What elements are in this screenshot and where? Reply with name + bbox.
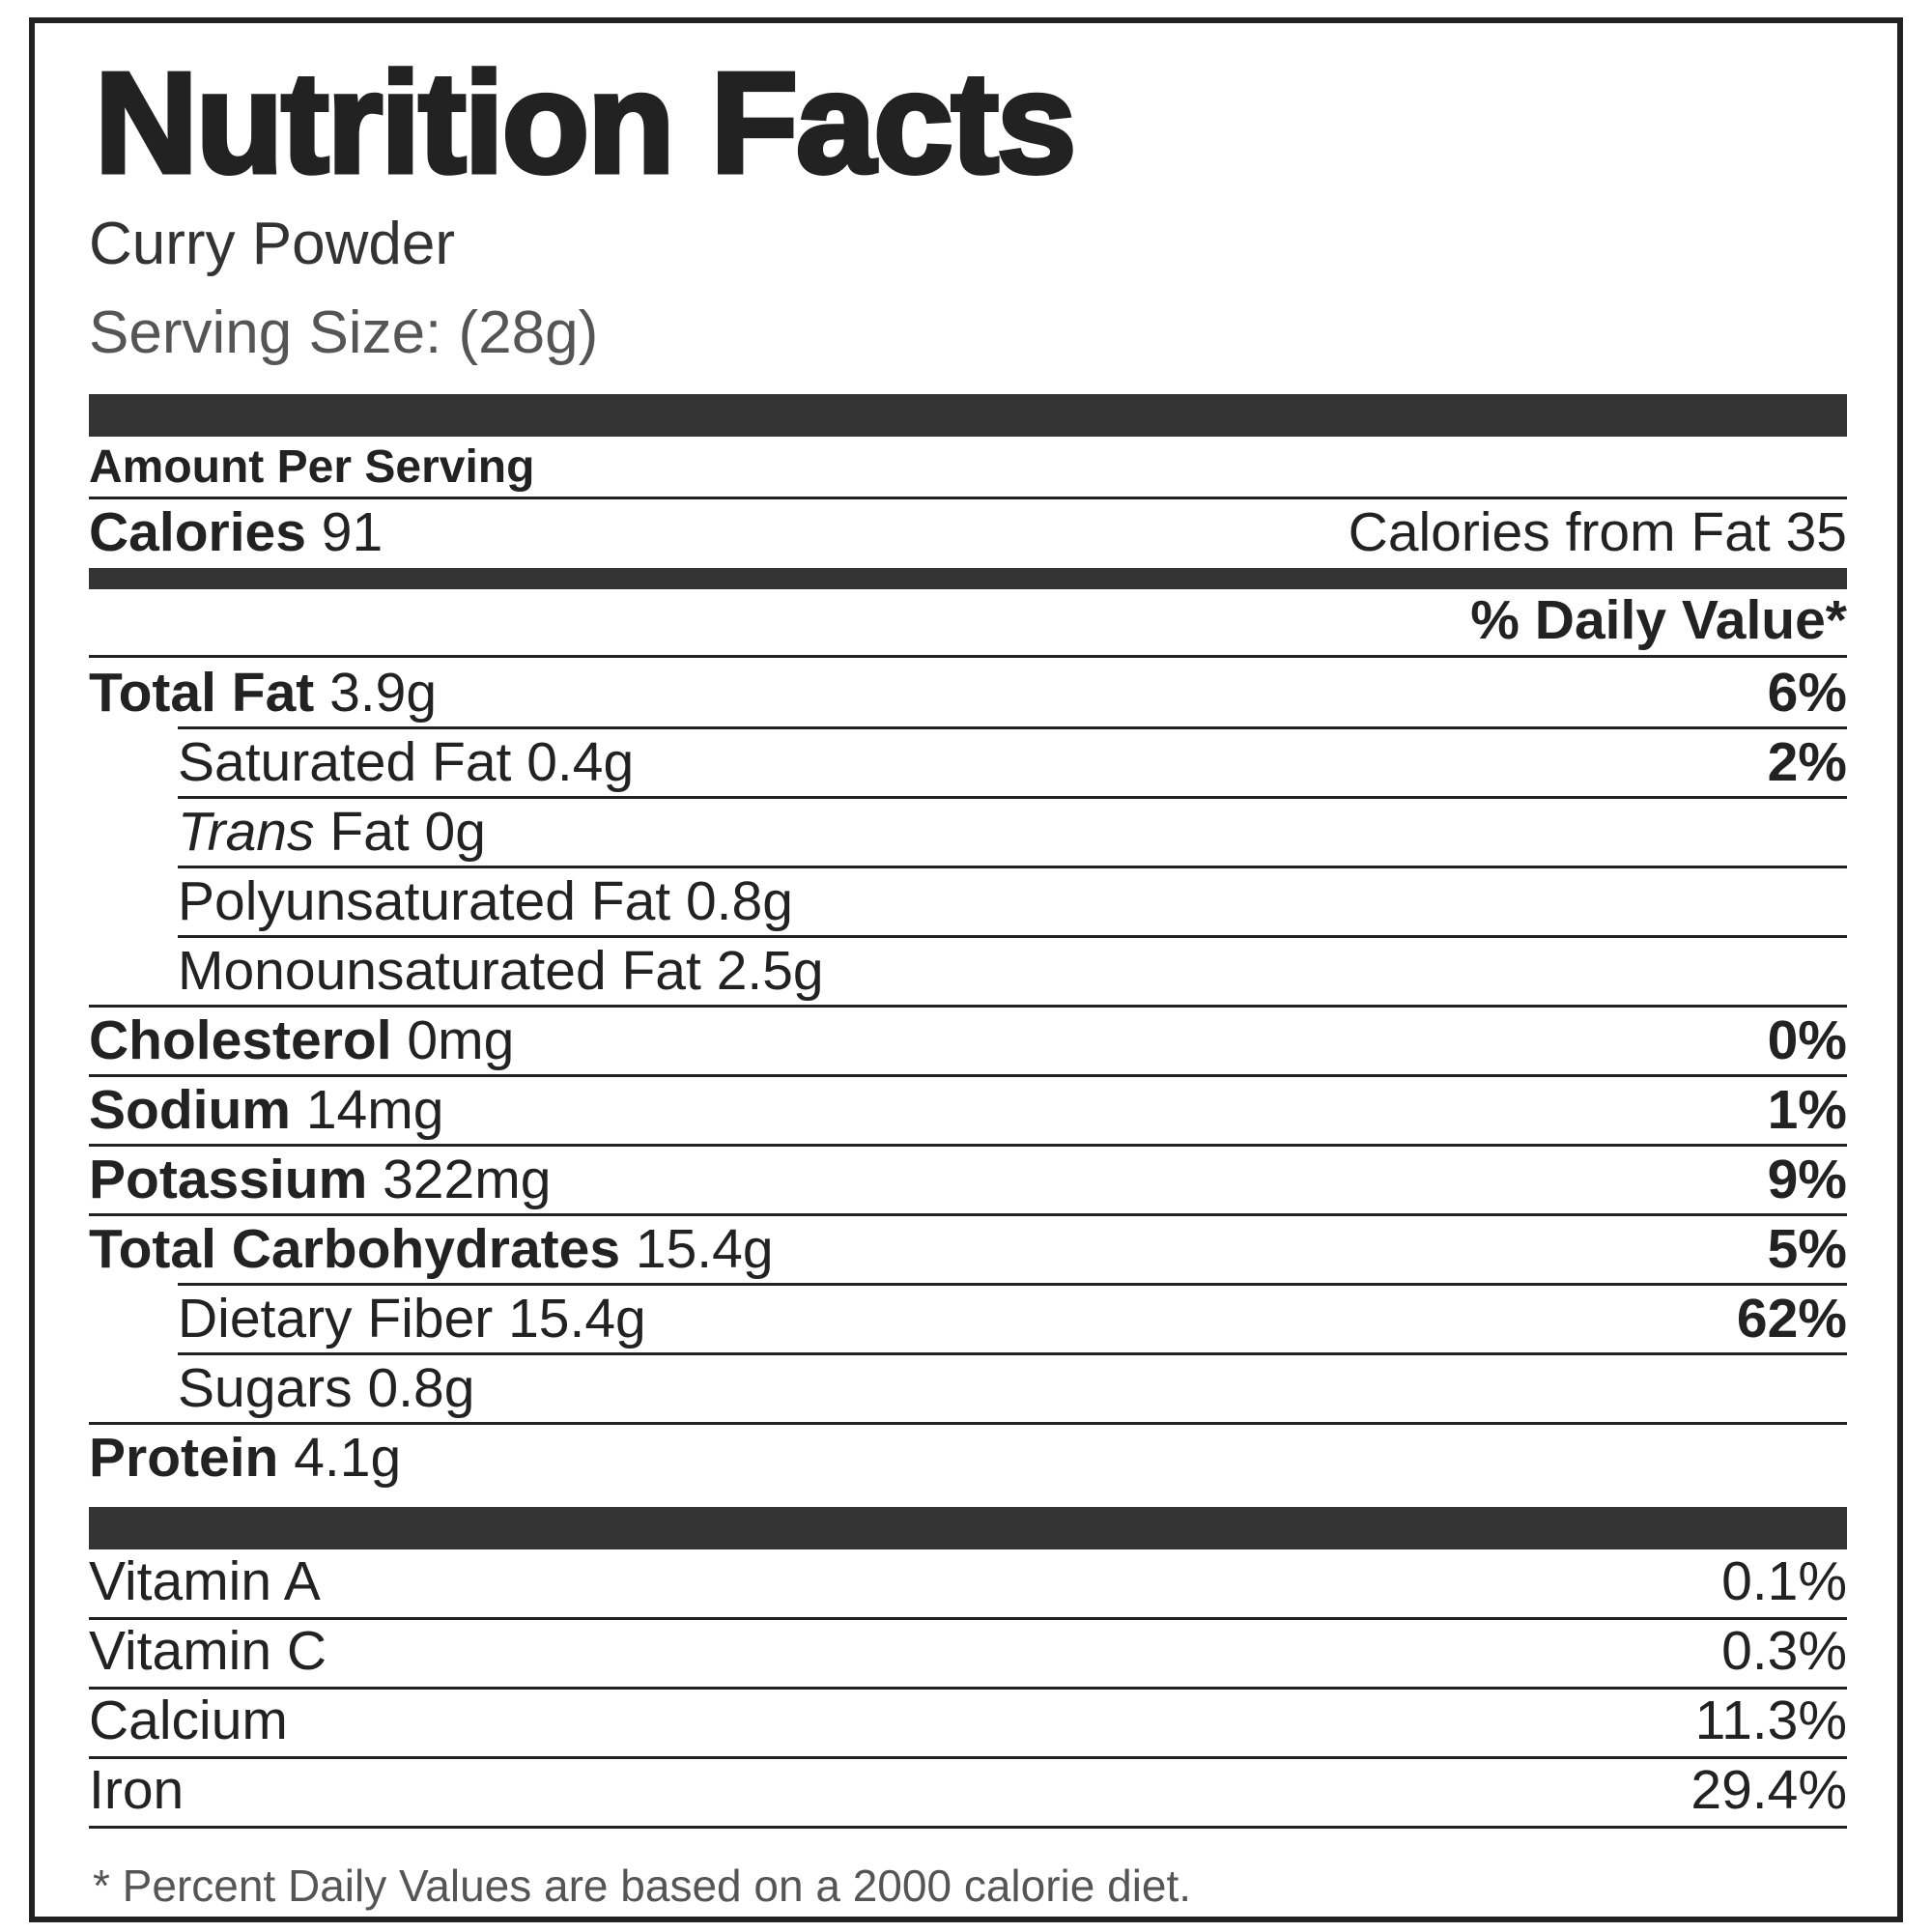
nutrient-name: Total Carbohydrates	[89, 1217, 621, 1280]
nutrient-row-sugars: Sugars 0.8g	[89, 1360, 1847, 1416]
divider	[89, 1687, 1847, 1690]
nutrient-daily-value: 62%	[1736, 1287, 1847, 1350]
vitamin-name: Vitamin C	[89, 1619, 327, 1682]
daily-value-header: % Daily Value*	[1470, 589, 1847, 651]
vitamin-name: Vitamin A	[89, 1549, 321, 1612]
nutrient-row-potassium: Potassium 322mg 9%	[89, 1151, 1847, 1208]
nutrient-name: Dietary Fiber	[178, 1287, 494, 1350]
vitamin-daily-value: 29.4%	[1690, 1758, 1847, 1821]
nutrient-row-total-fat: Total Fat 3.9g 6%	[89, 665, 1847, 721]
calories-label: Calories	[89, 500, 306, 563]
nutrient-amount: 2.5g	[716, 939, 824, 1002]
nutrient-amount: 15.4g	[508, 1287, 646, 1350]
nutrient-amount: 322mg	[383, 1148, 552, 1210]
nutrient-name: Potassium	[89, 1148, 368, 1210]
nutrient-row-monounsaturated-fat: Monounsaturated Fat 2.5g	[89, 943, 1847, 999]
nutrient-row-dietary-fiber: Dietary Fiber 15.4g 62%	[89, 1291, 1847, 1347]
vitamin-name: Iron	[89, 1758, 185, 1821]
vitamin-row-vitamin-a: Vitamin A 0.1%	[89, 1553, 1847, 1609]
calories-row: Calories 91 Calories from Fat 35	[89, 504, 1847, 560]
calories-value: 91	[321, 500, 384, 563]
nutrient-daily-value: 6%	[1767, 661, 1847, 724]
vitamin-row-vitamin-c: Vitamin C 0.3%	[89, 1623, 1847, 1679]
divider	[89, 1617, 1847, 1620]
nutrient-amount: 14mg	[305, 1078, 444, 1141]
nutrient-name: Saturated Fat	[178, 730, 512, 793]
divider	[89, 1756, 1847, 1759]
nutrient-row-protein: Protein 4.1g	[89, 1430, 1847, 1486]
nutrient-name: Sodium	[89, 1078, 291, 1141]
vitamin-daily-value: 0.1%	[1721, 1549, 1847, 1612]
divider	[89, 497, 1847, 499]
label-title: Nutrition Facts	[92, 43, 1078, 203]
nutrient-row-trans-fat: Trans Fat 0g	[89, 804, 1847, 860]
divider	[89, 1422, 1847, 1425]
nutrient-daily-value: 2%	[1767, 730, 1847, 793]
nutrition-label: Nutrition Facts Curry Powder Serving Siz…	[29, 17, 1903, 1922]
thick-divider-bottom	[89, 1507, 1847, 1549]
amount-per-serving-header: Amount Per Serving	[89, 441, 535, 493]
nutrient-name: Protein	[89, 1426, 279, 1489]
divider	[89, 655, 1847, 658]
nutrient-row-cholesterol: Cholesterol 0mg 0%	[89, 1012, 1847, 1068]
vitamin-row-calcium: Calcium 11.3%	[89, 1692, 1847, 1748]
calories-label-group: Calories 91	[89, 504, 383, 560]
nutrient-amount: 3.9g	[329, 661, 438, 724]
nutrient-daily-value: 5%	[1767, 1217, 1847, 1280]
nutrient-name: Polyunsaturated Fat	[178, 869, 671, 932]
vitamin-row-iron: Iron 29.4%	[89, 1762, 1847, 1818]
medium-divider	[89, 568, 1847, 589]
nutrient-amount: 0g	[424, 800, 486, 863]
divider	[89, 1074, 1847, 1077]
nutrient-amount: 4.1g	[294, 1426, 402, 1489]
nutrient-name: Monounsaturated Fat	[178, 939, 701, 1002]
nutrient-amount: 0.8g	[685, 869, 793, 932]
nutrient-amount: 0.4g	[526, 730, 635, 793]
footnote: * Percent Daily Values are based on a 20…	[93, 1861, 1192, 1911]
divider	[89, 1213, 1847, 1216]
nutrient-amount: 15.4g	[635, 1217, 774, 1280]
vitamin-daily-value: 0.3%	[1721, 1619, 1847, 1682]
nutrient-daily-value: 1%	[1767, 1078, 1847, 1141]
divider	[178, 935, 1847, 938]
divider	[89, 1005, 1847, 1008]
nutrient-name: Total Fat	[89, 661, 315, 724]
nutrient-name: Sugars	[178, 1356, 353, 1419]
nutrient-name-italic: Trans	[178, 800, 315, 863]
nutrient-row-polyunsaturated-fat: Polyunsaturated Fat 0.8g	[89, 873, 1847, 929]
nutrient-amount: 0.8g	[367, 1356, 475, 1419]
divider	[89, 1144, 1847, 1147]
divider	[178, 796, 1847, 799]
nutrient-name: Fat	[329, 800, 410, 863]
serving-size: Serving Size: (28g)	[89, 299, 599, 366]
thick-divider-top	[89, 394, 1847, 437]
divider	[178, 1352, 1847, 1355]
vitamin-name: Calcium	[89, 1689, 288, 1751]
nutrient-row-total-carbohydrates: Total Carbohydrates 15.4g 5%	[89, 1221, 1847, 1277]
divider	[178, 1283, 1847, 1286]
nutrient-row-saturated-fat: Saturated Fat 0.4g 2%	[89, 734, 1847, 790]
calories-from-fat: Calories from Fat 35	[1348, 500, 1847, 563]
nutrient-name: Cholesterol	[89, 1009, 392, 1071]
nutrient-row-sodium: Sodium 14mg 1%	[89, 1082, 1847, 1138]
nutrient-amount: 0mg	[407, 1009, 515, 1071]
product-name: Curry Powder	[89, 211, 455, 277]
nutrient-daily-value: 0%	[1767, 1009, 1847, 1071]
vitamin-daily-value: 11.3%	[1694, 1689, 1847, 1751]
divider	[89, 1826, 1847, 1829]
divider	[178, 866, 1847, 868]
divider	[178, 726, 1847, 729]
nutrient-daily-value: 9%	[1767, 1148, 1847, 1210]
